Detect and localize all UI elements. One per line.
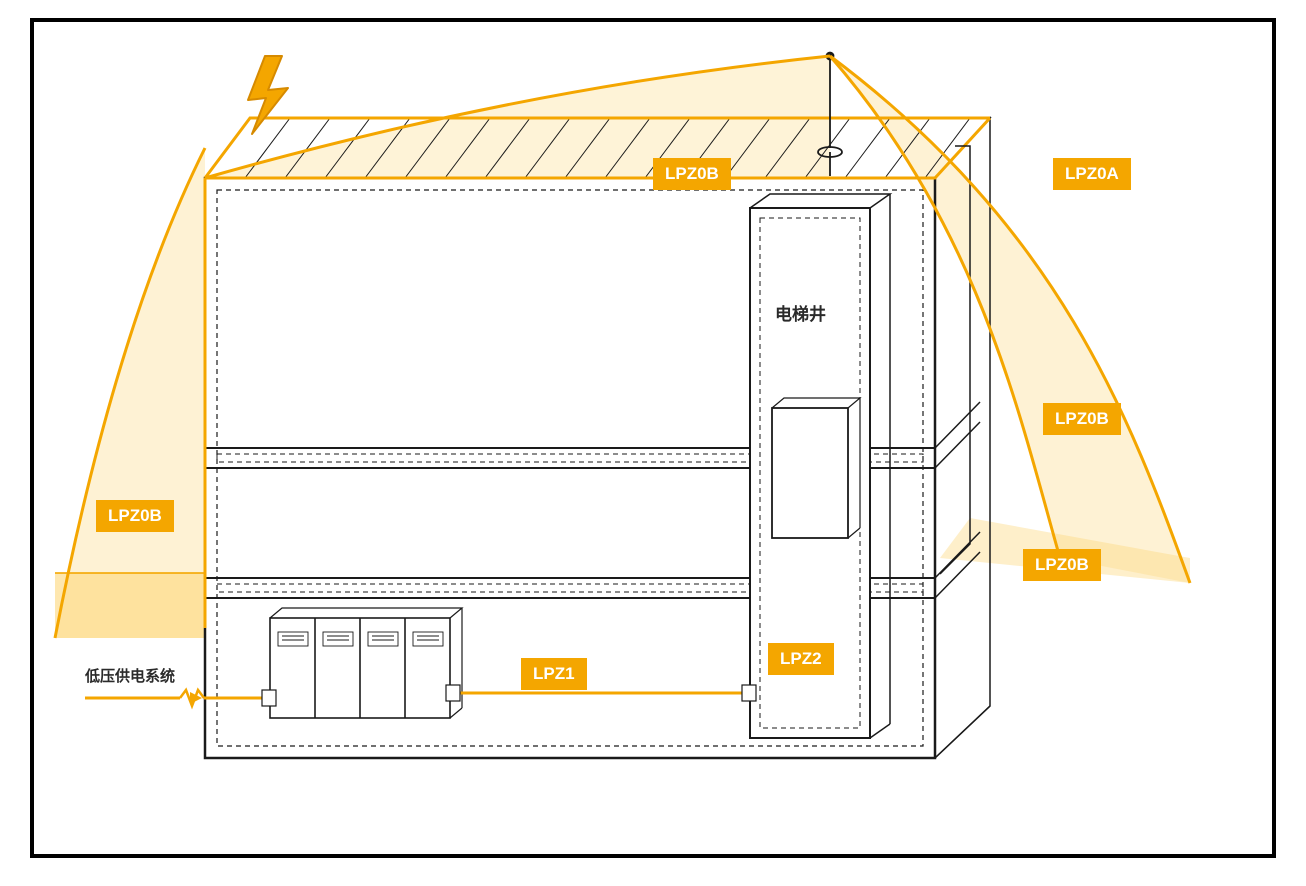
- label-elevator-shaft: 电梯井: [775, 300, 826, 325]
- zone-label-text: LPZ0B: [1055, 409, 1109, 429]
- zone-label-lpz0a: LPZ0A: [1053, 158, 1131, 190]
- zone-label-text: LPZ2: [780, 649, 822, 669]
- zone-label-lpz0b-right-2: LPZ0B: [1023, 549, 1101, 581]
- label-lv-power: 低压供电系统: [85, 665, 175, 686]
- protection-fills: [55, 56, 1190, 638]
- lightning-icon: [248, 56, 288, 134]
- label-text: 低压供电系统: [85, 668, 175, 685]
- zone-label-lpz1: LPZ1: [521, 658, 587, 690]
- zone-label-text: LPZ0B: [108, 506, 162, 526]
- zone-label-lpz0b-right-1: LPZ0B: [1043, 403, 1121, 435]
- building: [205, 118, 990, 758]
- zone-label-text: LPZ1: [533, 664, 575, 684]
- zone-label-text: LPZ0B: [1035, 555, 1089, 575]
- zone-label-lpz0b-top: LPZ0B: [653, 158, 731, 190]
- zone-label-lpz0b-left: LPZ0B: [96, 500, 174, 532]
- lightning-protection-diagram: [30, 18, 1276, 858]
- zone-label-text: LPZ0B: [665, 164, 719, 184]
- zone-label-text: LPZ0A: [1065, 164, 1119, 184]
- label-text: 电梯井: [775, 305, 826, 324]
- zone-label-lpz2: LPZ2: [768, 643, 834, 675]
